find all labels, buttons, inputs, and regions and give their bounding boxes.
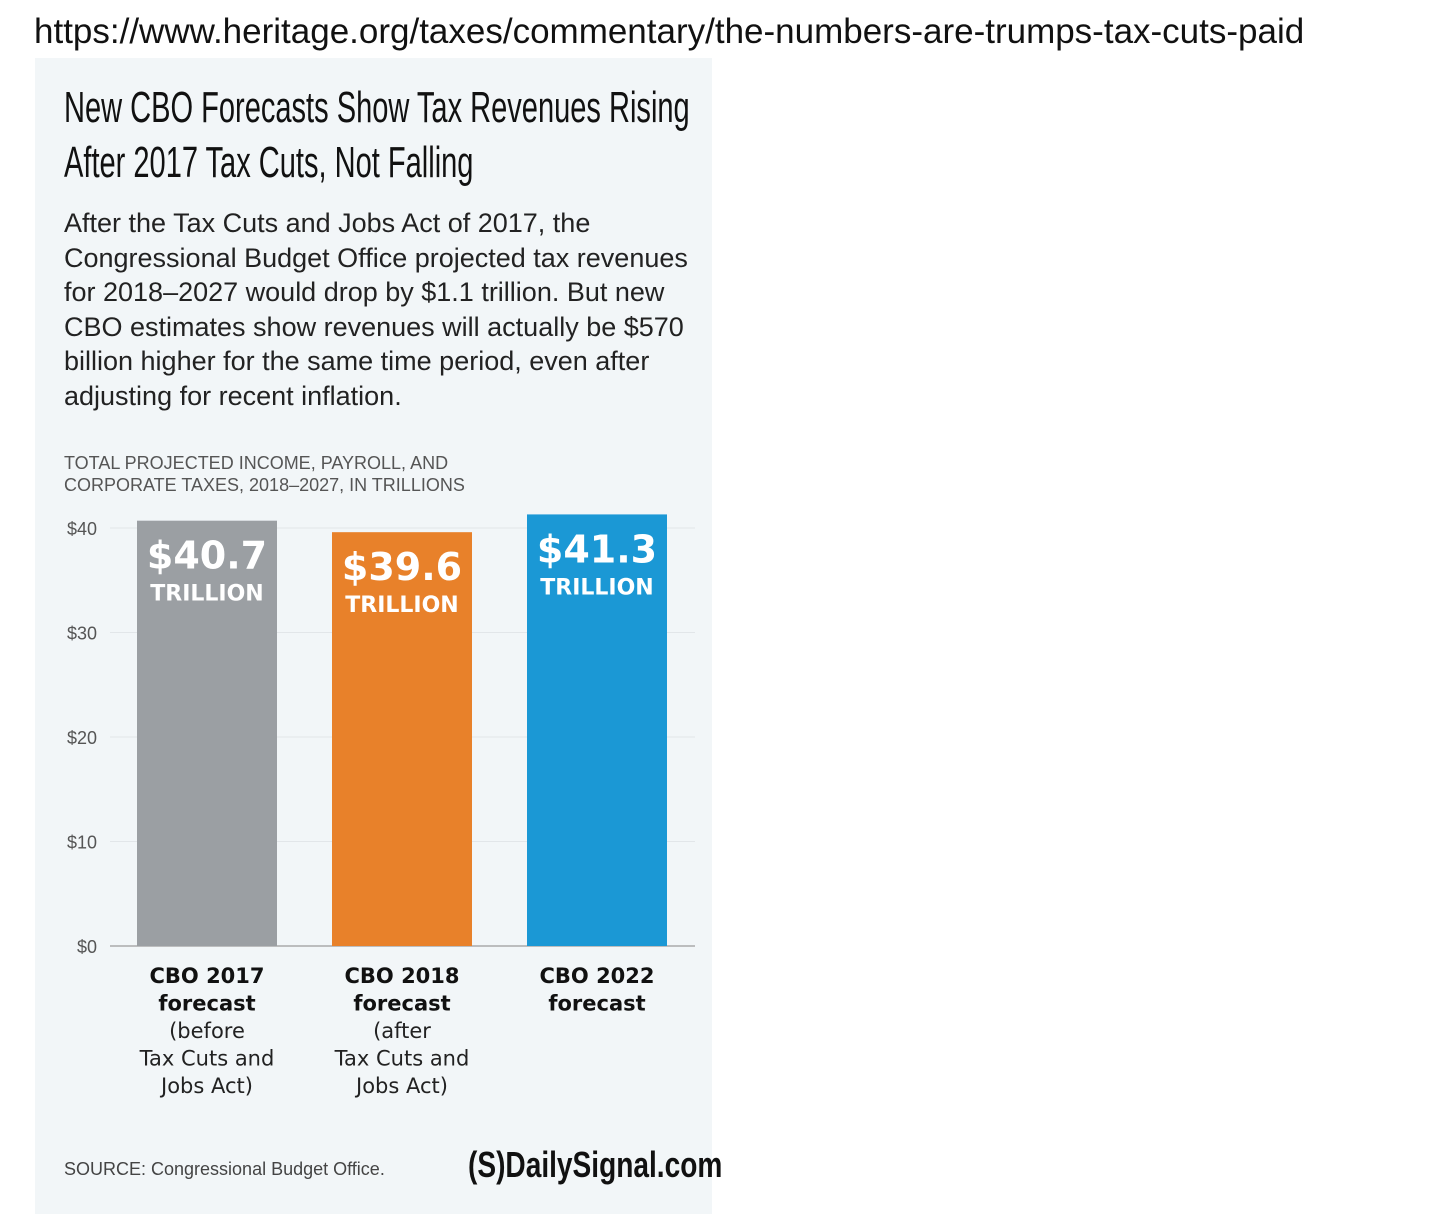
category-sublabel: (after xyxy=(373,1019,431,1043)
category-label: CBO 2022 xyxy=(539,964,654,988)
infographic-card: $0 $10 $20 $30 $40 $40.7 TRILLION CBO 2017 forec… xyxy=(35,58,722,1214)
y-tick-label: $20 xyxy=(67,728,97,748)
bar xyxy=(527,514,667,946)
source-note: SOURCE: Congressional Budget Office. xyxy=(64,1159,385,1179)
y-tick-label: $40 xyxy=(67,519,97,539)
category-label: forecast xyxy=(353,992,450,1016)
category-label: CBO 2017 xyxy=(149,964,264,988)
category-sublabel: Tax Cuts and xyxy=(334,1047,470,1071)
chart-header: New CBO Forecasts Show Tax Revenues Risi… xyxy=(64,80,724,496)
bar-unit-label: TRILLION xyxy=(345,593,458,618)
y-tick-label: $0 xyxy=(77,937,97,957)
bar xyxy=(332,532,472,946)
category-label: forecast xyxy=(158,992,255,1016)
daily-signal-logo: (S)DailySignal.com xyxy=(468,1144,723,1185)
y-axis-label: TOTAL PROJECTED INCOME, PAYROLL, AND COR… xyxy=(64,452,465,495)
bar-value-label: $40.7 xyxy=(147,534,267,578)
category-label: CBO 2018 xyxy=(344,964,459,988)
bar-unit-label: TRILLION xyxy=(150,582,263,607)
chart-title: New CBO Forecasts Show Tax Revenues Risi… xyxy=(64,83,690,187)
y-tick-label: $30 xyxy=(67,624,97,644)
bar-chart: $0 $10 $20 $30 $40 $40.7 TRILLION CBO 2017 forec… xyxy=(67,514,695,1098)
category-sublabel: Jobs Act) xyxy=(159,1074,253,1098)
chart-subtitle: After the Tax Cuts and Jobs Act of 2017,… xyxy=(64,208,688,411)
y-tick-label: $10 xyxy=(67,833,97,853)
category-sublabel: (before xyxy=(169,1019,245,1043)
bar-unit-label: TRILLION xyxy=(540,575,653,600)
bar xyxy=(137,520,277,946)
page-url: https://www.heritage.org/taxes/commentar… xyxy=(34,12,1305,51)
category-label: forecast xyxy=(548,992,645,1016)
category-sublabel: Tax Cuts and xyxy=(139,1047,275,1071)
bar-value-label: $39.6 xyxy=(342,545,462,589)
chart-title-box: New CBO Forecasts Show Tax Revenues Risi… xyxy=(64,80,724,196)
category-sublabel: Jobs Act) xyxy=(354,1074,448,1098)
bar-value-label: $41.3 xyxy=(537,527,657,571)
